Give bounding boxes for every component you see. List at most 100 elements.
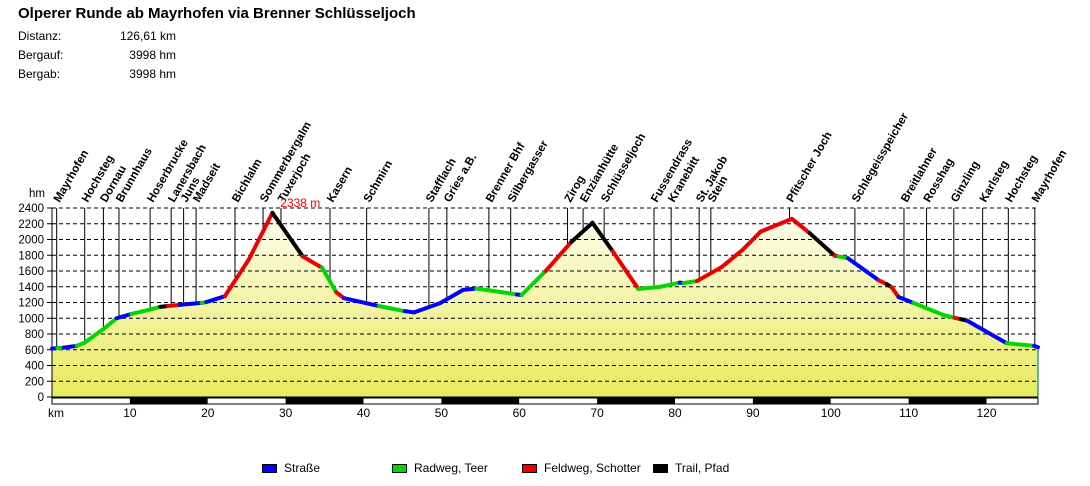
profile-segment-Feldweg, Schotter [694, 265, 724, 284]
profile-segment-Straße [965, 318, 1009, 346]
profile-segment-Radweg, Teer [129, 307, 153, 316]
scale-bar-segment [597, 398, 676, 404]
y-tick-label: 1200 [18, 298, 44, 310]
y-tick-label: 600 [25, 345, 44, 357]
profile-segment-Radweg, Teer [657, 280, 682, 289]
profile-segment-Feldweg, Schotter [740, 229, 763, 252]
legend-label: Straße [284, 461, 321, 475]
x-tick-label: 100 [821, 406, 841, 420]
distance-scale-bar [51, 397, 1039, 405]
profile-segment-Feldweg, Schotter [610, 249, 641, 291]
peak-annotation: 2338 m [280, 196, 320, 210]
profile-segment-Feldweg, Schotter [789, 216, 812, 236]
y-tick-label: 2400 [18, 203, 44, 215]
stat-value: 3998 hm [129, 48, 176, 62]
scale-bar-segment [752, 398, 831, 404]
profile-segment-Radweg, Teer [1004, 341, 1037, 348]
profile-segment-Trail, Pfad [569, 220, 595, 244]
profile-segment-Feldweg, Schotter [719, 247, 745, 270]
y-tick-label: 400 [25, 361, 44, 373]
legend-label: Feldweg, Schotter [544, 461, 641, 475]
profile-segment-Feldweg, Schotter [300, 254, 325, 270]
profile-segment-Straße [845, 256, 882, 283]
waypoint-label: Schlegeisspeicher [850, 111, 911, 205]
profile-segment-Radweg, Teer [497, 289, 519, 297]
profile-segment-Trail, Pfad [270, 210, 305, 259]
x-tick-label: 90 [746, 406, 760, 420]
profile-segment-Straße [61, 343, 79, 350]
x-tick-label: 70 [590, 406, 604, 420]
surface-legend: Straße Radweg, Teer Feldweg, Schotter Tr… [0, 458, 1090, 480]
stat-label: Bergab: [18, 67, 61, 81]
profile-segment-Radweg, Teer [377, 304, 407, 314]
trail-swatch-icon [653, 463, 668, 473]
profile-segment-Trail, Pfad [590, 220, 615, 254]
legend-item-feldweg: Feldweg, Schotter [522, 458, 641, 478]
scale-bar-segment [129, 398, 208, 404]
gridlines: 0 200 400 600 800 1000 1200 1400 1600 1800 2000 220… [18, 203, 1038, 404]
scale-bar-segment [986, 398, 1038, 404]
scale-bar-segment [830, 398, 909, 404]
legend-label: Radweg, Teer [414, 461, 488, 475]
strasse-swatch-icon [262, 463, 277, 473]
profile-segment-Straße [461, 286, 479, 292]
x-tick-label: 110 [899, 406, 918, 420]
profile-segment-Straße [412, 301, 442, 315]
stat-label: Distanz: [18, 29, 62, 43]
route-stats: Distanz: 126,61 km Bergauf: 3998 hm Bergab… [18, 27, 176, 84]
profile-segment-Feldweg, Schotter [247, 210, 275, 262]
legend-item-strasse: Straße [262, 458, 320, 478]
x-tick-label: 50 [435, 406, 449, 420]
profile-segment-Trail, Pfad [807, 231, 837, 258]
profile-segment-Feldweg, Schotter [758, 216, 794, 234]
stat-distance: Distanz: 126,61 km [18, 27, 176, 46]
y-tick-label: 800 [25, 329, 44, 341]
profile-segment-Straße [342, 296, 382, 309]
scale-bar-segment [285, 398, 364, 404]
stat-value: 3998 hm [129, 67, 176, 81]
profile-segment-Radweg, Teer [102, 316, 119, 331]
elevation-area [52, 212, 1038, 397]
profile-segment-Radweg, Teer [474, 286, 502, 294]
profile-segment-Straße [114, 311, 134, 321]
x-tick-label: 80 [668, 406, 682, 420]
x-tick-label: 10 [123, 406, 137, 420]
stat-value: 126,61 km [119, 29, 176, 43]
scale-bar-segment [207, 398, 286, 404]
legend-item-trail: Trail, Pfad [653, 458, 729, 478]
waypoint-label: Pfitscher Joch [785, 130, 835, 205]
profile-segment-Feldweg, Schotter [889, 285, 901, 299]
scale-bar-segment [519, 398, 598, 404]
y-tick-label: 0 [38, 392, 44, 404]
scale-bar-segment [363, 398, 442, 404]
profile-segment-Straße [1032, 343, 1040, 350]
profile-segment-Feldweg, Schotter [543, 239, 574, 273]
stat-label: Bergauf: [18, 48, 64, 62]
x-tick-label: 120 [977, 406, 997, 420]
profile-segment-Straße [204, 294, 227, 305]
y-axis-unit-label: hm [29, 188, 45, 200]
y-tick-label: 1400 [18, 282, 44, 294]
profile-segment-Radweg, Teer [911, 300, 946, 318]
scale-bar-frame [51, 397, 1039, 405]
y-tick-label: 2000 [18, 235, 44, 247]
profile-segment-Radweg, Teer [681, 279, 699, 285]
x-axis-unit-label: km [48, 406, 64, 420]
profile-segment-Radweg, Teer [320, 265, 339, 295]
waypoint-label: Kasern [325, 165, 355, 205]
profile-segment-Radweg, Teer [636, 284, 662, 291]
y-tick-label: 2200 [18, 219, 44, 231]
profile-segment-Straße [177, 300, 204, 307]
x-tick-label: 30 [279, 406, 293, 420]
y-tick-label: 200 [25, 376, 44, 388]
scale-bar-segment [441, 398, 520, 404]
profile-segment-Radweg, Teer [519, 269, 548, 298]
scale-bar-segment [908, 398, 987, 404]
y-tick-label: 1600 [18, 266, 44, 278]
scale-bar-segment [675, 398, 753, 404]
feldweg-swatch-icon [522, 463, 537, 473]
scale-bar-segment [52, 398, 130, 404]
waypoint-label: Schmirn [362, 159, 395, 205]
waypoint-label: Mayrhofen [1030, 148, 1069, 204]
